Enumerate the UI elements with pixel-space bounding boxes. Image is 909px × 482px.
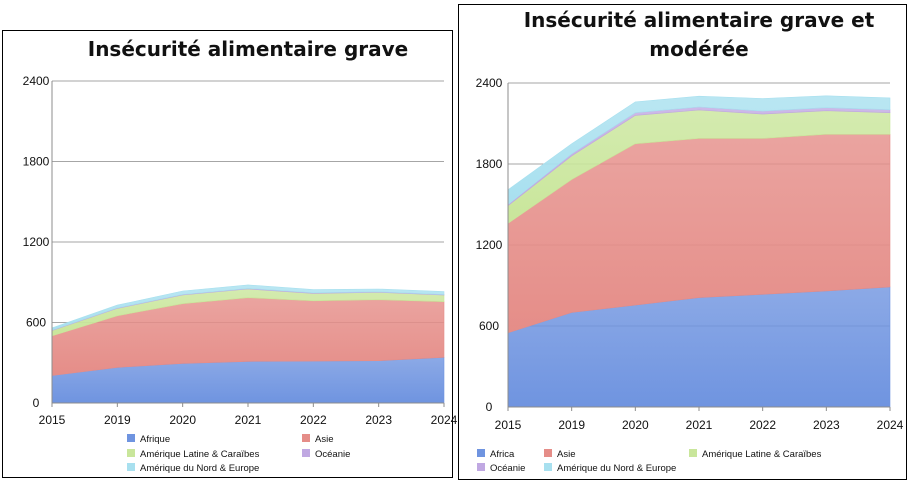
x-tick-label-left-2023: 2023 — [365, 413, 392, 427]
y-tick-label-left-600: 600 — [26, 316, 46, 330]
legend-label-left-asie: Asie — [315, 434, 333, 445]
x-tick-label-right-2023: 2023 — [813, 418, 840, 432]
legend-swatch-left-asie — [302, 434, 310, 442]
y-tick-label-left-1200: 1200 — [23, 235, 50, 249]
chart-panel-left: Insécurité alimentaire grave 0 600 1200 1800… — [2, 30, 458, 478]
y-tick-label-right-0: 0 — [486, 400, 493, 414]
y-tick-label-left-2400: 2400 — [23, 74, 50, 88]
area-left-amerique-nord-europe — [51, 284, 445, 331]
x-tick-label-left-2021: 2021 — [235, 413, 262, 427]
legend-label-right-oceanie: Océanie — [490, 463, 525, 474]
x-tick-label-right-2021: 2021 — [686, 418, 713, 432]
y-tick-label-right-600: 600 — [479, 319, 499, 333]
y-tick-label-right-1200: 1200 — [476, 238, 503, 252]
x-tick-label-right-2024: 2024 — [877, 418, 904, 432]
legend-label-right-asie: Asie — [557, 449, 575, 460]
legend-label-left-amerique-latine: Amérique Latine & Caraïbes — [140, 449, 260, 460]
legend-swatch-right-amerique-latine — [689, 449, 697, 457]
legend-swatch-right-asie — [544, 449, 552, 457]
x-tick-label-right-2022: 2022 — [749, 418, 776, 432]
y-tick-label-left-1800: 1800 — [23, 155, 50, 169]
chart-title-right-line-2: modérée — [649, 37, 748, 61]
x-tick-label-left-2022: 2022 — [300, 413, 327, 427]
legend-label-right-amerique-nord-europe: Amérique du Nord & Europe — [557, 463, 676, 474]
legend-label-right-afrique: Africa — [490, 449, 515, 460]
legend-label-left-oceanie: Océanie — [315, 449, 350, 460]
x-tick-label-left-2020: 2020 — [169, 413, 196, 427]
legend-swatch-right-afrique — [477, 449, 485, 457]
chart-panel-right: Insécurité alimentaire grave et modérée 0 6… — [458, 4, 907, 480]
chart-title-left: Insécurité alimentaire grave — [88, 37, 408, 61]
x-tick-label-right-2020: 2020 — [622, 418, 649, 432]
legend-label-left-afrique: Afrique — [140, 434, 170, 445]
x-tick-label-right-2019: 2019 — [558, 418, 585, 432]
chart-left: Insécurité alimentaire grave 0 600 1200 1800… — [23, 37, 458, 474]
x-tick-label-left-2015: 2015 — [39, 413, 66, 427]
legend-label-right-amerique-latine: Amérique Latine & Caraïbes — [702, 449, 822, 460]
y-tick-label-right-1800: 1800 — [476, 157, 503, 171]
chart-title-right-line-1: Insécurité alimentaire grave et — [524, 8, 875, 32]
legend-swatch-right-amerique-nord-europe — [544, 463, 552, 471]
x-tick-label-right-2015: 2015 — [495, 418, 522, 432]
x-tick-label-left-2024: 2024 — [431, 413, 458, 427]
legend-swatch-left-amerique-nord-europe — [127, 463, 135, 471]
area-right-amerique-nord-europe — [507, 95, 891, 206]
legend-label-left-amerique-nord-europe: Amérique du Nord & Europe — [140, 463, 259, 474]
legend-swatch-left-amerique-latine — [127, 449, 135, 457]
x-tick-label-left-2019: 2019 — [104, 413, 131, 427]
y-tick-label-left-0: 0 — [33, 396, 40, 410]
y-tick-label-right-2400: 2400 — [476, 76, 503, 90]
legend-swatch-left-oceanie — [302, 449, 310, 457]
legend-swatch-right-oceanie — [477, 463, 485, 471]
legend-swatch-left-afrique — [127, 434, 135, 442]
chart-right: Insécurité alimentaire grave et modérée 0 6… — [476, 8, 904, 474]
